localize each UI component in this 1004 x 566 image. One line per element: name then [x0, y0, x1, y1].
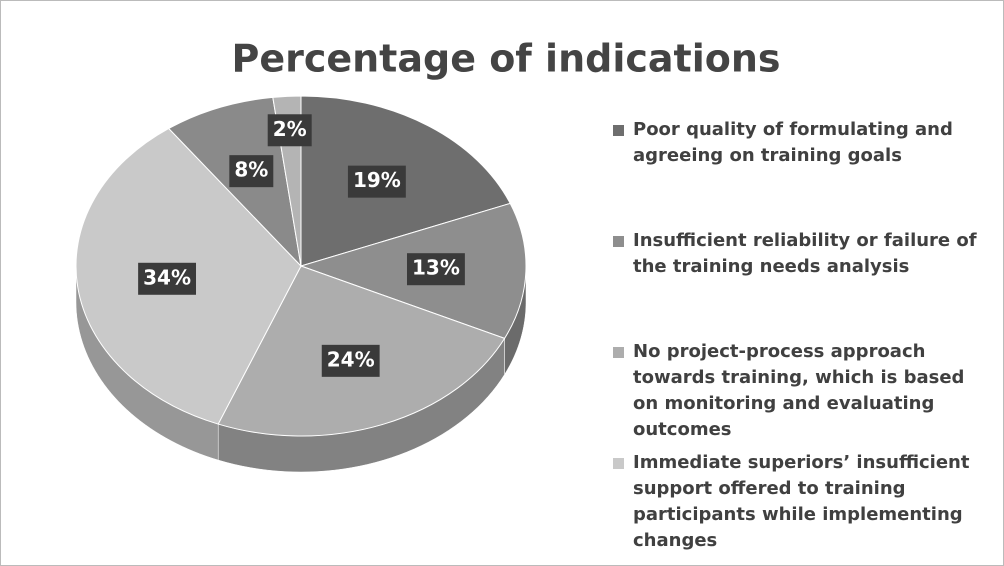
data-label-text: 24%	[327, 347, 375, 371]
data-label-text: 13%	[412, 256, 460, 280]
legend-item: Insufficient reliability or failure of t…	[613, 228, 993, 339]
legend-item: No project-process approach towards trai…	[613, 339, 993, 450]
data-label-box	[229, 155, 274, 188]
legend-swatch	[613, 236, 624, 247]
data-label-box	[267, 114, 312, 147]
legend: Poor quality of formulating and agreeing…	[613, 117, 993, 561]
data-label-text: 8%	[234, 158, 268, 182]
data-label-box	[347, 165, 406, 198]
data-label: 13%	[406, 253, 465, 286]
data-label-text: 2%	[273, 117, 307, 141]
data-label-box	[138, 262, 197, 295]
legend-label: No project-process approach towards trai…	[633, 341, 965, 440]
data-label: 34%	[138, 262, 197, 295]
legend-label: Insufficient reliability or failure of t…	[633, 230, 977, 277]
data-label: 8%	[229, 155, 274, 188]
data-label: 2%	[267, 114, 312, 147]
data-label: 24%	[321, 344, 380, 377]
data-label: 19%	[347, 165, 406, 198]
legend-item: Immediate superiors’ insufficient suppor…	[613, 450, 993, 561]
chart-title: Percentage of indications	[231, 37, 780, 81]
legend-swatch	[613, 347, 624, 358]
legend-swatch	[613, 125, 624, 136]
data-label-text: 34%	[143, 265, 191, 289]
legend-label: Immediate superiors’ insufficient suppor…	[633, 452, 970, 551]
data-label-box	[321, 344, 380, 377]
data-label-box	[406, 253, 465, 286]
legend-swatch	[613, 458, 624, 469]
legend-label: Poor quality of formulating and agreeing…	[633, 119, 953, 166]
data-label-text: 19%	[353, 168, 401, 192]
legend-item: Poor quality of formulating and agreeing…	[613, 117, 993, 228]
